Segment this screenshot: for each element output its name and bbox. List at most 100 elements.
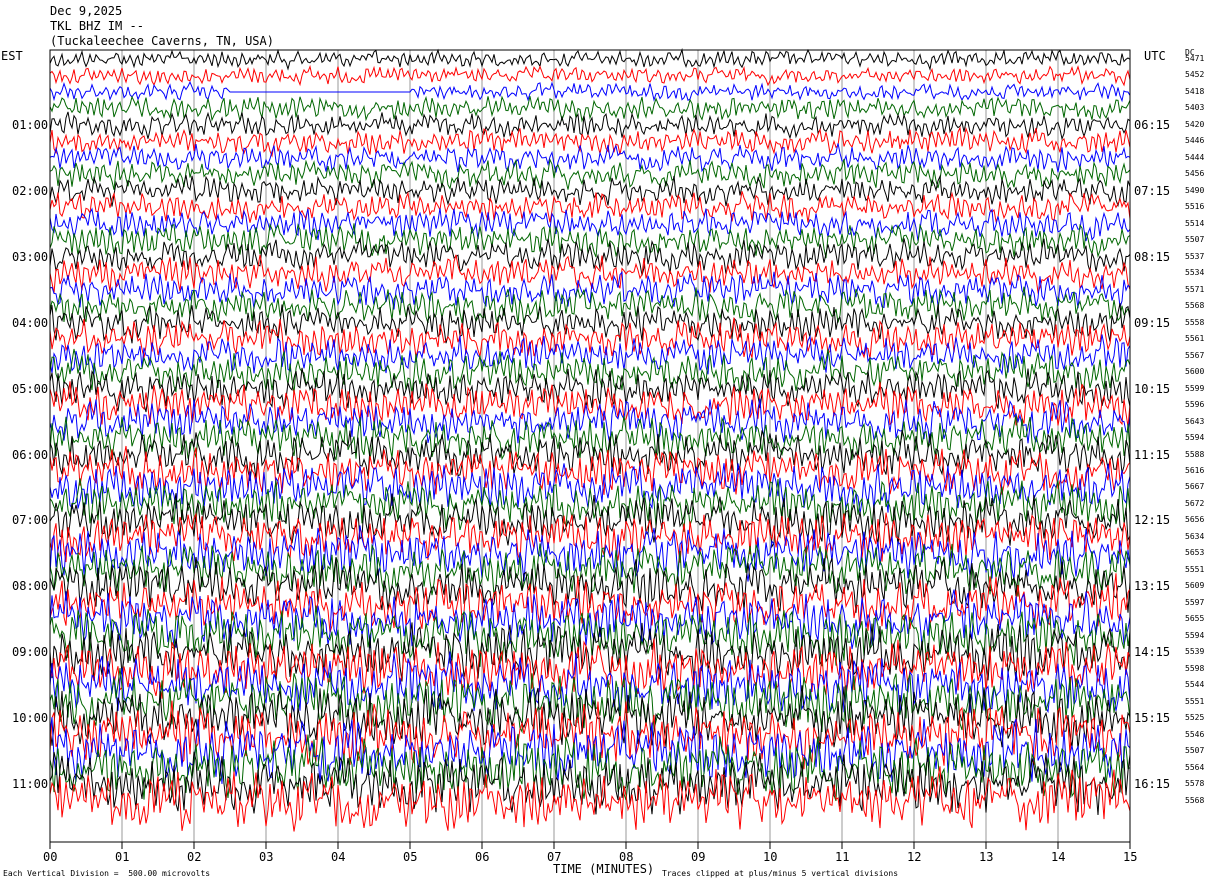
dc-offset-value: 5616 [1185,466,1205,475]
dc-offset-value: 5516 [1185,202,1205,212]
plot-border [49,49,1131,843]
x-tick-label: 01 [115,850,130,864]
dc-offset-value: 5643 [1185,416,1205,426]
seismic-trace [49,605,1131,667]
x-tick-label: 15 [1123,850,1138,864]
x-tick-label: 12 [907,850,922,864]
seismic-trace [49,238,1131,276]
dc-offset-value: 5567 [1185,350,1205,360]
dc-offset-value: 5564 [1185,762,1205,772]
x-tick-label: 03 [259,850,274,864]
dc-offset-value: 5571 [1185,284,1205,294]
right-hour-label: 10:15 [1134,381,1171,396]
dc-offset-value: 5609 [1185,581,1205,591]
dc-offset-value: 5561 [1185,334,1205,344]
dc-offset-value: 5594 [1185,630,1205,640]
dc-offset-value: 5598 [1185,663,1205,673]
seismic-trace [49,348,1131,394]
right-hour-label: 06:15 [1134,117,1171,132]
seismic-trace [49,751,1131,816]
seismic-trace [49,685,1131,750]
dc-offset-value: 5672 [1185,498,1205,508]
dc-offset-value: 5596 [1185,400,1205,410]
left-hour-label: 07:00 [12,513,49,528]
seismic-trace [49,126,1131,158]
left-hour-label: 06:00 [12,447,49,462]
seismic-trace [49,191,1131,223]
right-hour-label: 15:15 [1134,711,1171,726]
right-hour-label: 13:15 [1134,579,1171,594]
dc-offset-value: 5539 [1185,647,1205,657]
dc-offset-value: 5418 [1185,86,1205,96]
x-tick-label: 02 [187,850,202,864]
dc-offset-value: 5634 [1185,531,1205,541]
seismic-trace [49,381,1131,427]
right-hour-label: 07:15 [1134,183,1171,198]
dc-offset-value: 5546 [1185,729,1205,739]
seismic-trace [49,47,1131,72]
seismic-trace [49,556,1131,613]
seismic-trace [49,367,1131,413]
seismic-trace [49,733,1131,802]
left-hour-label: 01:00 [12,117,49,132]
dc-offset-value: 5599 [1185,383,1205,393]
station-code: TKL BHZ IM -- [50,19,144,33]
x-tick-label: 09 [691,850,706,864]
seismic-trace [49,143,1131,173]
seismic-trace [49,430,1131,481]
seismic-trace [49,286,1131,326]
x-tick-label: 04 [331,850,346,864]
left-timezone-label: EST [1,49,23,63]
seismic-trace [49,415,1131,461]
dc-offset-value: 5597 [1185,597,1205,607]
seismic-trace [49,717,1131,784]
x-tick-label: 14 [1051,850,1066,864]
seismic-traces [49,47,1131,832]
dc-offset-value: 5490 [1185,185,1205,195]
seismic-trace [49,700,1131,770]
x-tick-label: 07 [547,850,562,864]
seismic-trace [49,111,1131,141]
dc-offset-value: 5600 [1185,367,1205,377]
dc-offset-value: 5446 [1185,136,1205,146]
left-hour-label: 02:00 [12,183,49,198]
dc-offset-value: 5551 [1185,564,1205,574]
dc-offset-value: 5653 [1185,548,1205,558]
dc-offset-value: 5655 [1185,614,1205,624]
right-hour-label: 09:15 [1134,315,1171,330]
dc-offset-value: 5667 [1185,482,1205,492]
x-tick-label: 08 [619,850,634,864]
dc-offset-value: 5656 [1185,515,1205,525]
seismic-trace [49,80,1131,103]
seismic-trace [49,445,1131,496]
x-tick-label: 10 [763,850,778,864]
right-hour-label: 11:15 [1134,447,1171,462]
seismic-trace [49,174,1131,208]
dc-offset-value: 5578 [1185,779,1205,789]
seismic-trace [49,573,1131,633]
left-hour-label: 08:00 [12,579,49,594]
station-location: (Tuckaleechee Caverns, TN, USA) [50,34,274,48]
dc-offset-value: 5558 [1185,317,1205,327]
x-tick-label: 06 [475,850,490,864]
dc-offset-value: 5537 [1185,251,1205,261]
dc-offset-value: 5588 [1185,449,1205,459]
left-hour-label: 09:00 [12,645,49,660]
seismic-trace [49,207,1131,242]
seismic-trace [49,64,1131,87]
dc-column-header: DC [1185,48,1195,57]
right-timezone-label: UTC [1144,49,1166,63]
right-hour-label: 14:15 [1134,645,1171,660]
left-hour-label: 11:00 [12,777,49,792]
left-hour-label: 03:00 [12,249,49,264]
x-tick-label: 13 [979,850,994,864]
vertical-division-note: Each Vertical Division = 500.00 microvol… [3,869,211,878]
dc-offset-value: 5514 [1185,218,1205,228]
dc-offset-value: 5420 [1185,119,1205,129]
dc-offset-value: 5594 [1185,433,1205,443]
x-axis-ticks [49,842,1131,849]
dc-offset-value: 5525 [1185,713,1205,723]
right-hour-label: 16:15 [1134,777,1171,792]
dc-offset-value: 5452 [1185,70,1205,80]
